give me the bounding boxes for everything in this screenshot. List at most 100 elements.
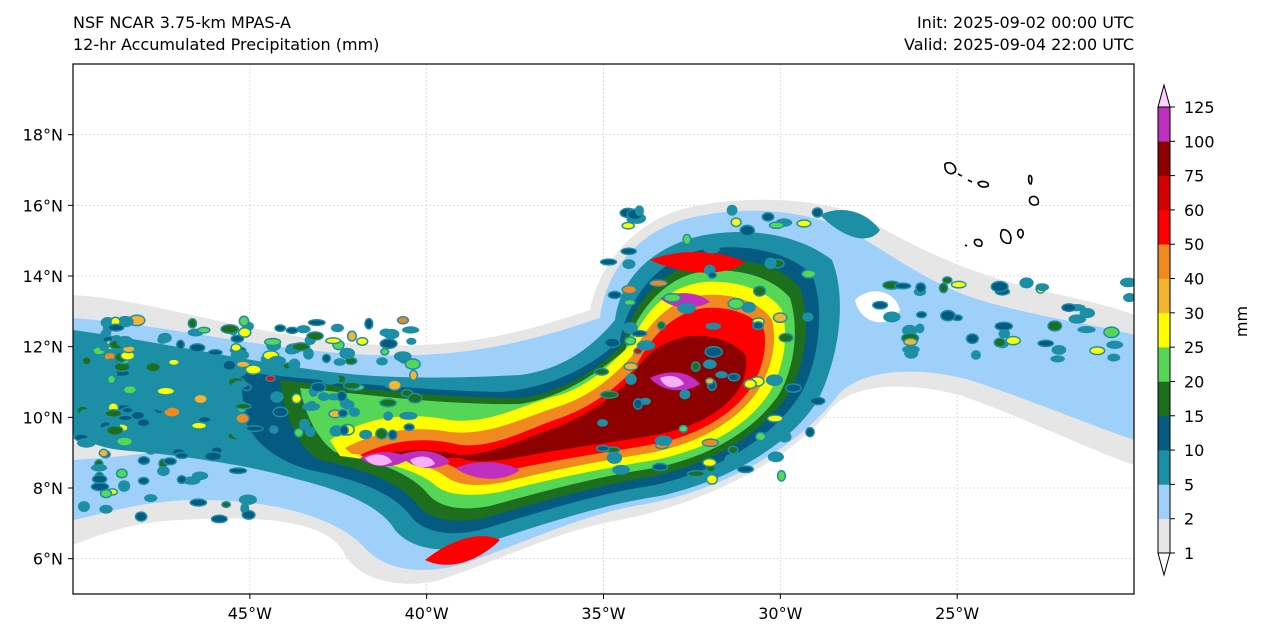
cell-core	[406, 359, 420, 369]
cell-core	[137, 419, 150, 426]
island-sal	[1027, 174, 1033, 185]
cell-core	[940, 283, 947, 292]
cell-core	[705, 347, 722, 357]
colorbar-tick-label: 25	[1184, 338, 1204, 357]
cell-core	[236, 404, 251, 409]
cell-core	[680, 426, 687, 432]
island-brava	[964, 244, 968, 247]
cell-core	[625, 337, 635, 344]
cell-core	[114, 362, 130, 371]
cell-core	[380, 339, 397, 348]
cell-core	[598, 420, 607, 426]
cell-core	[151, 353, 166, 358]
colorbar-tick-label: 30	[1184, 304, 1204, 323]
cell-core	[767, 375, 782, 385]
cell-core	[904, 339, 917, 345]
cell-core	[1104, 327, 1119, 337]
cell-core	[139, 457, 149, 464]
cell-core	[813, 208, 822, 217]
cell-core	[339, 410, 347, 417]
cell-core	[191, 499, 206, 506]
cell-core	[192, 422, 206, 429]
cell-core	[344, 382, 360, 389]
cell-core	[384, 330, 398, 338]
cell-core	[605, 338, 620, 347]
cell-core	[269, 357, 285, 365]
title-block: NSF NCAR 3.75-km MPAS-A 12-hr Accumulate…	[73, 12, 379, 56]
cell-core	[636, 206, 643, 215]
cell-core	[230, 468, 246, 473]
colorbar-segment	[1158, 484, 1170, 519]
time-block: Init: 2025-09-02 00:00 UTC Valid: 2025-0…	[904, 12, 1134, 56]
cell-core	[350, 408, 359, 416]
cell-core	[309, 320, 325, 325]
lat-tick-label: 12°N	[23, 338, 63, 357]
cell-core	[139, 478, 148, 484]
cell-core	[624, 300, 635, 305]
cell-core	[380, 399, 396, 406]
cell-core	[189, 319, 196, 328]
cell-core	[293, 343, 309, 350]
init-time: Init: 2025-09-02 00:00 UTC	[916, 13, 1134, 32]
cell-core	[768, 415, 782, 422]
island-boa-vista	[1028, 195, 1040, 206]
cell-core	[728, 206, 736, 215]
cell-core	[80, 410, 91, 419]
cell-core	[780, 334, 793, 342]
cell-core	[246, 365, 261, 374]
cell-core	[178, 476, 186, 483]
lon-tick-label: 35°W	[581, 604, 625, 623]
cell-core	[595, 369, 608, 375]
colorbar-segment	[1158, 518, 1170, 554]
cell-core	[703, 459, 716, 466]
cell-core	[1070, 315, 1085, 323]
colorbar-segment	[1158, 415, 1170, 451]
cell-core	[992, 282, 1008, 291]
cell-core	[613, 466, 629, 474]
cell-core	[405, 424, 414, 430]
cell-core	[194, 395, 207, 403]
cell-core	[155, 403, 168, 410]
cell-core	[638, 341, 654, 349]
precipitation-field	[73, 199, 1134, 584]
cell-core	[884, 313, 899, 321]
cell-core	[231, 344, 241, 351]
cell-core	[92, 483, 108, 490]
cell-core	[753, 322, 763, 329]
colorbar-tick-label: 10	[1184, 441, 1204, 460]
cell-core	[1020, 278, 1033, 287]
cell-core	[337, 391, 346, 401]
colorbar-tick-label: 60	[1184, 201, 1204, 220]
cell-core	[601, 391, 618, 398]
cell-core	[656, 436, 671, 445]
cell-core	[729, 447, 738, 453]
cell-core	[124, 386, 136, 394]
cell-core	[271, 392, 283, 402]
cell-core	[1090, 347, 1104, 354]
cell-core	[779, 432, 790, 441]
cell-core	[597, 446, 609, 451]
cell-core	[164, 407, 180, 417]
colorbar-segment	[1158, 312, 1170, 348]
cell-core	[1081, 309, 1094, 317]
cell-core	[608, 453, 621, 463]
colorbar-tick-label: 40	[1184, 270, 1204, 289]
cell-core	[158, 467, 169, 475]
cell-core	[678, 304, 695, 313]
cell-core	[623, 260, 634, 268]
colorbar-tick-label: 125	[1184, 98, 1215, 117]
cell-core	[190, 344, 204, 352]
colorbar-segment	[1158, 278, 1170, 314]
cell-core	[233, 382, 247, 387]
cell-core	[92, 465, 106, 471]
cell-core	[632, 331, 646, 336]
cell-core	[266, 376, 275, 381]
cell-core	[797, 220, 811, 227]
cell-core	[122, 408, 133, 413]
cell-core	[194, 364, 208, 373]
cell-core	[88, 394, 96, 400]
cell-core	[123, 346, 135, 352]
cell-core	[240, 495, 256, 504]
cell-core	[806, 428, 814, 436]
